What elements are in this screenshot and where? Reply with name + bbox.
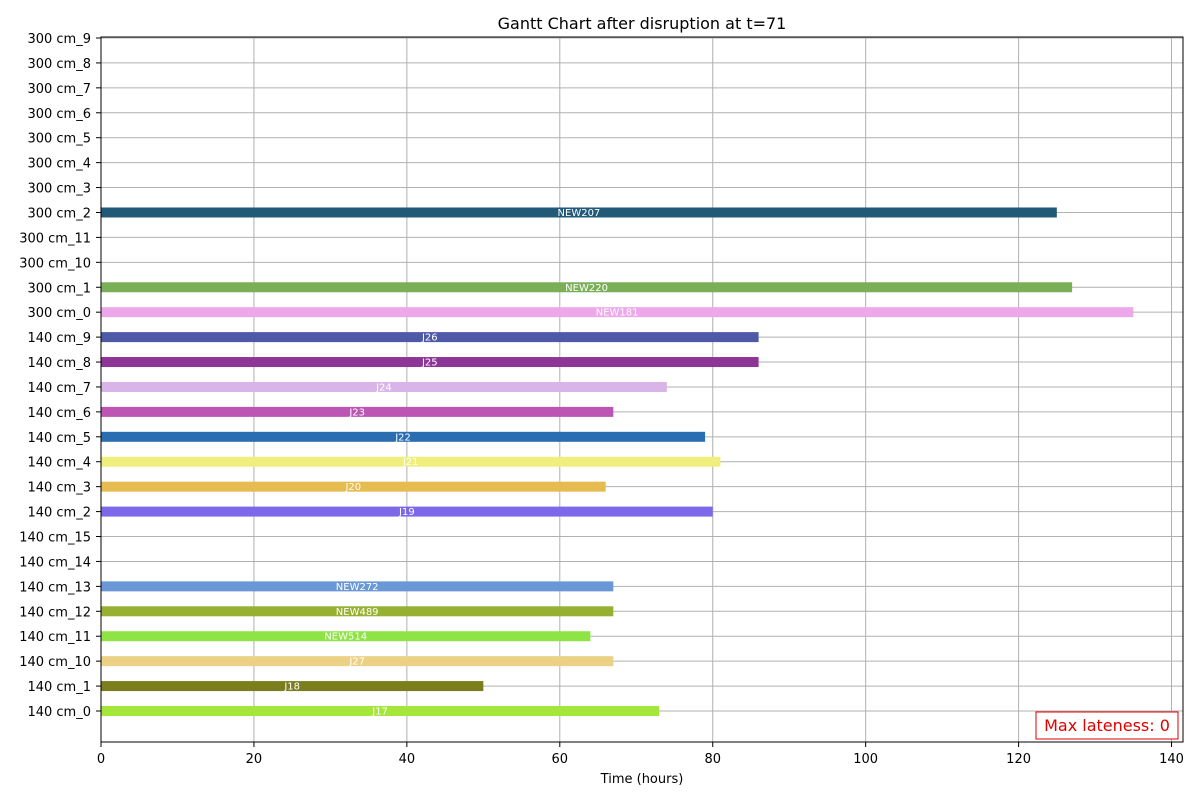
bar-job-label: J19 bbox=[398, 507, 415, 518]
bar-job-label: NEW181 bbox=[596, 308, 639, 319]
x-tick-label: 20 bbox=[246, 752, 263, 767]
bar-job-label: J21 bbox=[402, 457, 419, 468]
bar-job-label: J24 bbox=[375, 382, 392, 393]
bar-job-label: J20 bbox=[344, 482, 361, 493]
y-tick-label: 140 cm_7 bbox=[27, 381, 91, 396]
y-tick-label: 300 cm_0 bbox=[27, 306, 91, 321]
x-tick-label: 60 bbox=[552, 752, 569, 767]
x-axis-ticks: 0 20 40 60 80 100 120 140 bbox=[97, 742, 1184, 767]
gantt-bar bbox=[101, 581, 614, 592]
gantt-bar bbox=[101, 307, 1134, 318]
y-tick-label: 300 cm_10 bbox=[19, 256, 91, 271]
max-lateness-annotation: Max lateness: 0 bbox=[1035, 711, 1179, 740]
x-tick-label: 0 bbox=[97, 752, 105, 767]
y-tick-label: 140 cm_14 bbox=[19, 555, 91, 570]
y-tick-label: 140 cm_4 bbox=[27, 456, 91, 471]
annotation-box bbox=[1035, 711, 1179, 740]
y-tick-label: 140 cm_0 bbox=[27, 705, 91, 720]
gantt-bar bbox=[101, 332, 759, 343]
y-tick-label: 300 cm_7 bbox=[27, 82, 91, 97]
y-tick-label: 140 cm_13 bbox=[19, 580, 91, 595]
y-tick-label: 300 cm_9 bbox=[27, 32, 91, 47]
bar-job-label: J25 bbox=[421, 358, 438, 369]
y-tick-label: 140 cm_8 bbox=[27, 356, 91, 371]
gantt-bar bbox=[101, 381, 667, 392]
y-tick-label: 140 cm_15 bbox=[19, 531, 91, 546]
gantt-bar bbox=[101, 282, 1073, 293]
y-tick-label: 140 cm_5 bbox=[27, 431, 91, 446]
bar-job-label: J26 bbox=[421, 333, 438, 344]
x-axis-label: Time (hours) bbox=[600, 772, 684, 787]
y-tick-label: 300 cm_8 bbox=[27, 57, 91, 72]
gantt-bar bbox=[101, 506, 713, 517]
gantt-bar bbox=[101, 631, 591, 642]
gantt-bar bbox=[101, 681, 484, 692]
gantt-bar bbox=[101, 207, 1057, 218]
bar-job-label: J22 bbox=[394, 432, 411, 443]
annotation-text: Max lateness: 0 bbox=[1044, 716, 1170, 735]
y-tick-label: 300 cm_4 bbox=[27, 157, 91, 172]
y-tick-label: 300 cm_1 bbox=[27, 281, 91, 296]
bar-job-label: J27 bbox=[348, 657, 365, 668]
x-tick-label: 100 bbox=[853, 752, 878, 767]
bar-job-label: NEW207 bbox=[558, 208, 601, 219]
gantt-bar bbox=[101, 606, 614, 617]
y-tick-label: 140 cm_2 bbox=[27, 506, 91, 521]
bar-job-label: J18 bbox=[283, 682, 300, 693]
gantt-bar bbox=[101, 431, 706, 442]
bar-job-label: J17 bbox=[371, 707, 388, 718]
y-tick-label: 140 cm_6 bbox=[27, 406, 91, 421]
gantt-bar bbox=[101, 481, 606, 492]
y-axis-ticks: 300 cm_9 300 cm_8 300 cm_7 300 cm_6 300 cm_5… bbox=[19, 32, 101, 720]
y-tick-label: 140 cm_1 bbox=[27, 680, 91, 695]
y-tick-label: 300 cm_6 bbox=[27, 107, 91, 122]
chart-title: Gantt Chart after disruption at t=71 bbox=[498, 14, 787, 33]
bar-job-label: J23 bbox=[348, 407, 365, 418]
y-tick-label: 140 cm_9 bbox=[27, 331, 91, 346]
y-tick-label: 300 cm_5 bbox=[27, 132, 91, 147]
gantt-bar bbox=[101, 656, 614, 667]
y-tick-label: 140 cm_12 bbox=[19, 605, 91, 620]
x-tick-label: 80 bbox=[704, 752, 721, 767]
gantt-bar bbox=[101, 406, 614, 417]
gantt-bar bbox=[101, 706, 660, 716]
gantt-bar bbox=[101, 357, 759, 368]
x-tick-label: 40 bbox=[399, 752, 416, 767]
bar-job-label: NEW272 bbox=[336, 582, 379, 593]
y-tick-label: 300 cm_3 bbox=[27, 182, 91, 197]
gantt-bar bbox=[101, 456, 721, 467]
y-tick-label: 140 cm_3 bbox=[27, 481, 91, 496]
bar-job-label: NEW514 bbox=[324, 632, 367, 643]
y-tick-label: 140 cm_10 bbox=[19, 655, 91, 670]
x-tick-label: 120 bbox=[1006, 752, 1031, 767]
x-tick-label: 140 bbox=[1159, 752, 1184, 767]
plot-frame bbox=[100, 36, 1184, 743]
bar-job-label: NEW220 bbox=[565, 283, 608, 294]
bar-job-label: NEW489 bbox=[336, 607, 379, 618]
y-tick-label: 300 cm_2 bbox=[27, 206, 91, 221]
y-tick-label: 300 cm_11 bbox=[19, 231, 91, 246]
bars: NEW207 NEW220 NEW181 J26 J25 J24 J23 J22 J21 J20 J… bbox=[101, 207, 1134, 718]
y-tick-label: 140 cm_11 bbox=[19, 630, 91, 645]
